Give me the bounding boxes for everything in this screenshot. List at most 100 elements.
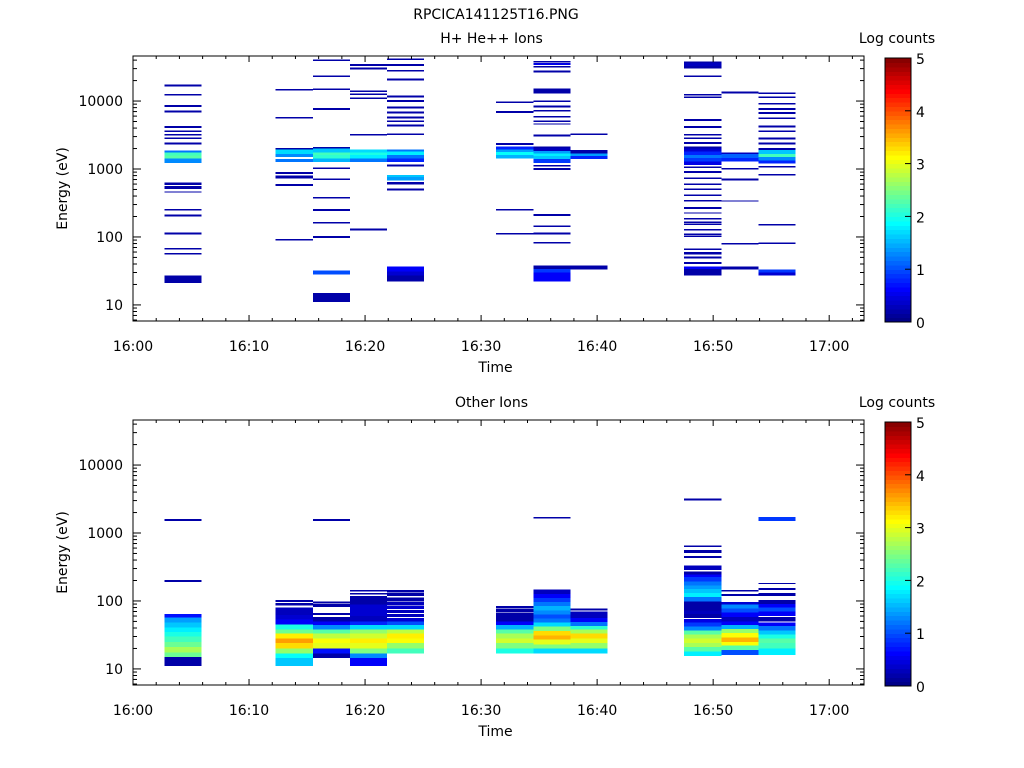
heatmap-cell [533, 648, 571, 654]
heatmap-cell [721, 625, 759, 629]
heatmap-cell [387, 64, 425, 66]
colorbar-segment [885, 567, 911, 573]
heatmap-cell [312, 178, 350, 180]
heatmap-cell [275, 149, 313, 155]
heatmap-cell [684, 638, 722, 644]
heatmap-cell [387, 602, 425, 606]
heatmap-cell [387, 266, 425, 272]
panel-title: Other Ions [455, 395, 528, 411]
colorbar-segment [885, 422, 911, 427]
heatmap-cell [496, 648, 534, 654]
heatmap-cell [164, 158, 202, 163]
colorbar-segment [885, 119, 911, 125]
heatmap-cell [721, 649, 759, 656]
heatmap-cell [387, 625, 425, 630]
heatmap-cell [387, 177, 425, 181]
colorbar-segment [885, 181, 911, 187]
colorbar-segment [885, 571, 911, 577]
x-tick-label: 16:20 [345, 339, 385, 355]
heatmap-cell [164, 133, 202, 136]
heatmap-cell [684, 614, 722, 619]
colorbar-segment [885, 212, 911, 217]
heatmap-cell [570, 629, 608, 634]
heatmap-cell [758, 242, 796, 244]
heatmap-cell [387, 158, 425, 162]
heatmap-cell [721, 594, 759, 597]
heatmap-cell [387, 633, 425, 639]
heatmap-cell [496, 629, 534, 634]
heatmap-cell [684, 634, 722, 639]
heatmap-cell [684, 223, 722, 225]
colorbar-tick-label: 3 [916, 158, 925, 174]
heatmap-cell [387, 58, 425, 61]
colorbar-segment [885, 589, 911, 595]
colorbar-segment [885, 194, 911, 200]
heatmap-cell [533, 63, 571, 65]
heatmap-cell [496, 111, 534, 113]
heatmap-cell [570, 648, 608, 654]
heatmap-cell [349, 629, 388, 634]
y-tick-label: 100 [96, 230, 123, 246]
heatmap-cell [349, 653, 388, 658]
heatmap-cell [684, 610, 722, 615]
heatmap-cell [387, 116, 425, 119]
heatmap-cell [349, 596, 388, 601]
heatmap-cell [275, 154, 313, 158]
heatmap-cell [275, 615, 313, 620]
heatmap-cell [496, 609, 534, 613]
figure-title: RPCICA141125T16.PNG [413, 7, 578, 23]
colorbar-segment [885, 93, 911, 99]
heatmap-cell [684, 141, 722, 144]
heatmap-cell [387, 155, 425, 159]
heatmap-cell [164, 636, 202, 642]
heatmap-cell [312, 648, 350, 654]
heatmap-cell [684, 235, 722, 237]
heatmap-cell [758, 587, 796, 590]
colorbar-segment [885, 159, 911, 165]
colorbar-segment [885, 154, 911, 160]
heatmap-cell [275, 624, 313, 630]
heatmap-cell [758, 607, 796, 612]
heatmap-cell [349, 648, 388, 654]
heatmap-cell [312, 621, 350, 626]
heatmap-cell [684, 266, 722, 269]
heatmap-cell [349, 589, 388, 592]
heatmap-cell [312, 222, 350, 224]
colorbar-segment [885, 229, 911, 235]
heatmap-cell [533, 644, 571, 649]
heatmap-cell [275, 643, 313, 649]
heatmap-cell [721, 632, 759, 638]
heatmap-cell [533, 602, 571, 607]
heatmap-cell [684, 148, 722, 152]
colorbar-tick-label: 2 [916, 574, 925, 590]
heatmap-cell [533, 60, 571, 63]
colorbar-segment [885, 247, 911, 253]
heatmap-cell [164, 247, 202, 250]
heatmap-cell [387, 618, 425, 622]
heatmap-cell [312, 633, 350, 639]
colorbar-segment [885, 426, 911, 432]
heatmap-cell [684, 596, 722, 602]
heatmap-cell [684, 643, 722, 648]
colorbar-segment [885, 576, 911, 581]
heatmap-cell [533, 105, 571, 108]
heatmap-cell [387, 629, 425, 634]
colorbar-segment [885, 317, 911, 323]
heatmap-cell [275, 607, 313, 616]
heatmap-cell [349, 638, 388, 644]
heatmap-cell [758, 173, 796, 176]
heatmap-cell [349, 643, 388, 649]
colorbar-segment [885, 308, 911, 314]
heatmap-cell [496, 621, 534, 626]
heatmap-cell [533, 275, 571, 282]
heatmap-cell [349, 228, 388, 231]
heatmap-cell [275, 599, 313, 603]
colorbar-segment [885, 304, 911, 310]
colorbar-segment [885, 115, 911, 121]
heatmap-cell [684, 577, 722, 582]
x-axis-label: Time [477, 360, 512, 376]
heatmap-cell [387, 593, 425, 597]
heatmap-cell [533, 164, 571, 167]
heatmap-cell [312, 167, 350, 170]
colorbar-segment [885, 615, 911, 621]
